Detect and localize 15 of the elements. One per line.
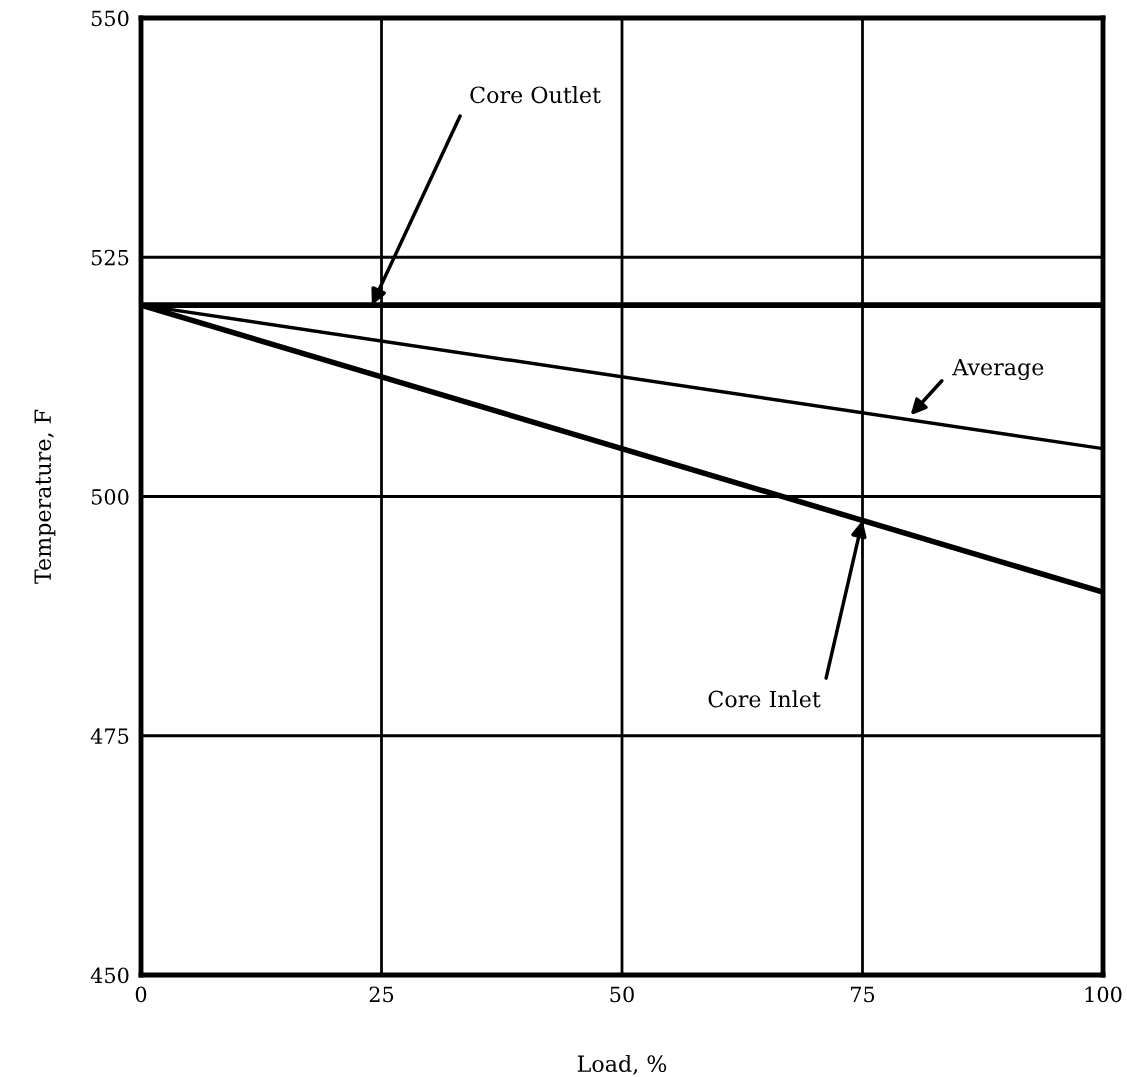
x-tick-label: 75 (851, 986, 875, 1003)
annotation: Core Outlet (470, 86, 601, 104)
x-tick-label: 100 (1085, 986, 1122, 1003)
y-tick-label: 450 (90, 967, 129, 984)
y-tick-label: 550 (91, 10, 129, 27)
annotation: Core Inlet (708, 690, 821, 708)
x-tick-label: 25 (369, 986, 394, 1003)
x-tick-label: 0 (135, 986, 147, 1003)
y-axis-title: Temperature, F (34, 409, 56, 584)
y-tick-label: 475 (90, 728, 129, 744)
y-tick-label: 525 (91, 249, 129, 266)
y-tick-label: 500 (91, 488, 129, 505)
annotation: Average (952, 358, 1044, 381)
x-tick-label: 50 (610, 986, 634, 1003)
x-axis-title: Load, % (577, 1054, 667, 1075)
